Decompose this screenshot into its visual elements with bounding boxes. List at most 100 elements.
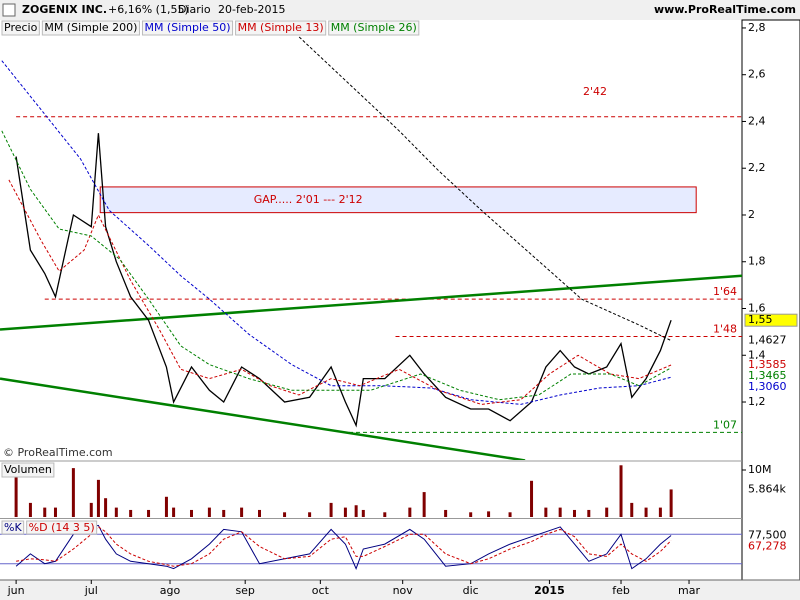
volume-bar [487,511,491,517]
volume-bar [189,509,193,517]
legend-box [1,462,55,478]
x-tick-label: ago [160,584,181,597]
volume-bar [14,474,18,517]
volume-bar [71,468,75,517]
period: Diario [178,3,211,16]
volume-bar [329,502,333,517]
price-tag [745,380,797,393]
symbol: ZOGENIX INC. [22,3,107,16]
panel-title: Volumen [4,463,52,476]
volume-bar [147,509,151,517]
legend-label: MM (Simple 13) [238,21,324,34]
volume-bar [444,509,448,517]
volume-bar [129,509,133,517]
panel [0,524,742,570]
right-axis [741,19,800,581]
level-label: 1'07 [713,418,737,431]
legend-label: %K [4,521,22,534]
panel: GAP..... 2'01 --- 2'12 2'42 1'64 1'48 1'07 [0,36,742,460]
panel [14,465,673,517]
volume-bar [530,480,534,517]
volume-bar [343,507,347,517]
source: © ProRealTime.com [3,446,113,459]
volume-bar [258,509,262,517]
y-tick-label: 1,6 [748,302,766,315]
y-tick-label: 2,6 [748,68,766,81]
price-tag-label: 5.864k [748,482,786,495]
date: 20-feb-2015 [218,3,286,16]
x-tick-label: sep [235,584,254,597]
y-tick-label: 1,4 [748,348,766,361]
x-tick-label: nov [393,584,414,597]
trend-line [0,274,742,331]
legend-box [1,520,25,535]
y-tick-label: 10M [748,463,772,476]
legend-label: MM (Simple 200) [44,21,137,34]
price-tag [745,334,797,347]
x-tick-label: oct [312,584,330,597]
price-tag [745,540,797,553]
volume-bar [408,507,412,517]
price-tag-label: 1,3585 [748,358,787,371]
volume-bar [658,507,662,517]
price-tag-label: 1,3465 [748,369,787,382]
date-axis [0,580,800,600]
series-line [297,36,672,342]
volume-bar [283,512,287,517]
legend-box [26,520,98,535]
series-line [8,179,672,405]
volume-bar [619,465,623,517]
volume-bar [544,507,548,517]
legend-label: MM (Simple 50) [144,21,230,34]
change: +6,16% (1,55) [108,3,189,16]
price-tag [745,369,797,382]
level-label: 2'42 [583,85,607,98]
volume-bar [89,502,93,517]
y-tick-label: 2 [748,208,755,221]
price-tag-label: 1,3060 [748,380,787,393]
series-line [15,524,672,570]
series-line [16,526,672,567]
y-tick-label: 2,2 [748,161,766,174]
legend-box [41,20,140,36]
level-label: 1'64 [713,285,737,298]
price-tag-label: 77,500 [748,529,787,542]
volume-bar [172,507,176,517]
x-tick-label: mar [678,584,700,597]
volume-bar [104,498,108,517]
x-tick-label: dic [463,584,479,597]
x-tick-label: feb [612,584,630,597]
series-line [15,133,672,428]
volume-bar [240,507,244,517]
y-tick-label: 1,2 [748,395,766,408]
volume-bar [308,512,312,517]
volume-bar [558,507,562,517]
header-bar [0,0,800,20]
price-tag [745,529,797,542]
legend-label: %D (14 3 5) [29,521,95,534]
volume-bar [587,509,591,517]
price-tag-label: 1,4627 [748,334,787,347]
gap-label: GAP..... 2'01 --- 2'12 [254,193,363,206]
legend-box [235,20,327,36]
volume-bar [644,507,648,517]
volume-bar [96,479,100,517]
legend-label: Precio [4,21,38,34]
site: www.ProRealTime.com [654,3,796,16]
price-tag [744,313,798,327]
volume-bar [630,502,634,517]
y-tick-label: 2,8 [748,21,766,34]
x-tick-label: 2015 [534,584,565,597]
legend-box [328,20,420,36]
volume-bar [383,512,387,517]
volume-bar [207,507,211,517]
price-tag-label: 67,278 [748,540,787,553]
volume-bar [28,502,32,517]
volume-bar [422,492,426,517]
price-tag [745,358,797,371]
volume-bar [469,512,473,517]
legend-label: MM (Simple 26) [331,21,417,34]
volume-bar [114,507,118,517]
